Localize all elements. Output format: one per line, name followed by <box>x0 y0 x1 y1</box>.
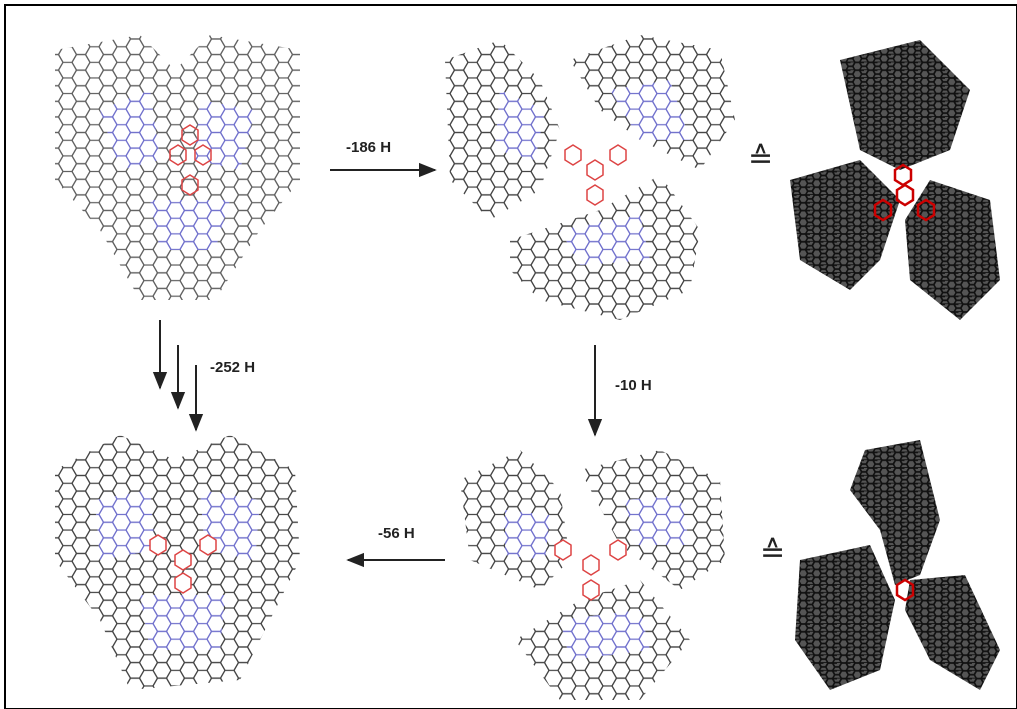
equivalence-sign: ≙ <box>760 536 785 569</box>
step-label: -252 H <box>210 359 255 376</box>
partially-fused-molecule-2 <box>460 450 725 700</box>
molecule-model-2 <box>795 440 1000 690</box>
step-label: -56 H <box>378 525 415 542</box>
step-label: -10 H <box>615 377 652 394</box>
diagram: -186 H -252 H -10 H -56 H ≙ ≙ <box>0 0 1017 709</box>
partially-fused-molecule <box>445 35 735 320</box>
precursor-molecule <box>55 35 300 300</box>
step-label: -186 H <box>346 139 391 156</box>
fused-molecule <box>55 435 300 690</box>
molecule-model <box>790 40 1000 320</box>
equivalence-sign: ≙ <box>748 142 773 175</box>
